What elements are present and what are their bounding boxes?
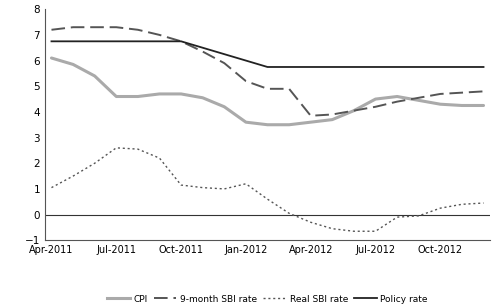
- Legend: CPI, 9-month SBI rate, Real SBI rate, Policy rate: CPI, 9-month SBI rate, Real SBI rate, Po…: [104, 291, 432, 307]
